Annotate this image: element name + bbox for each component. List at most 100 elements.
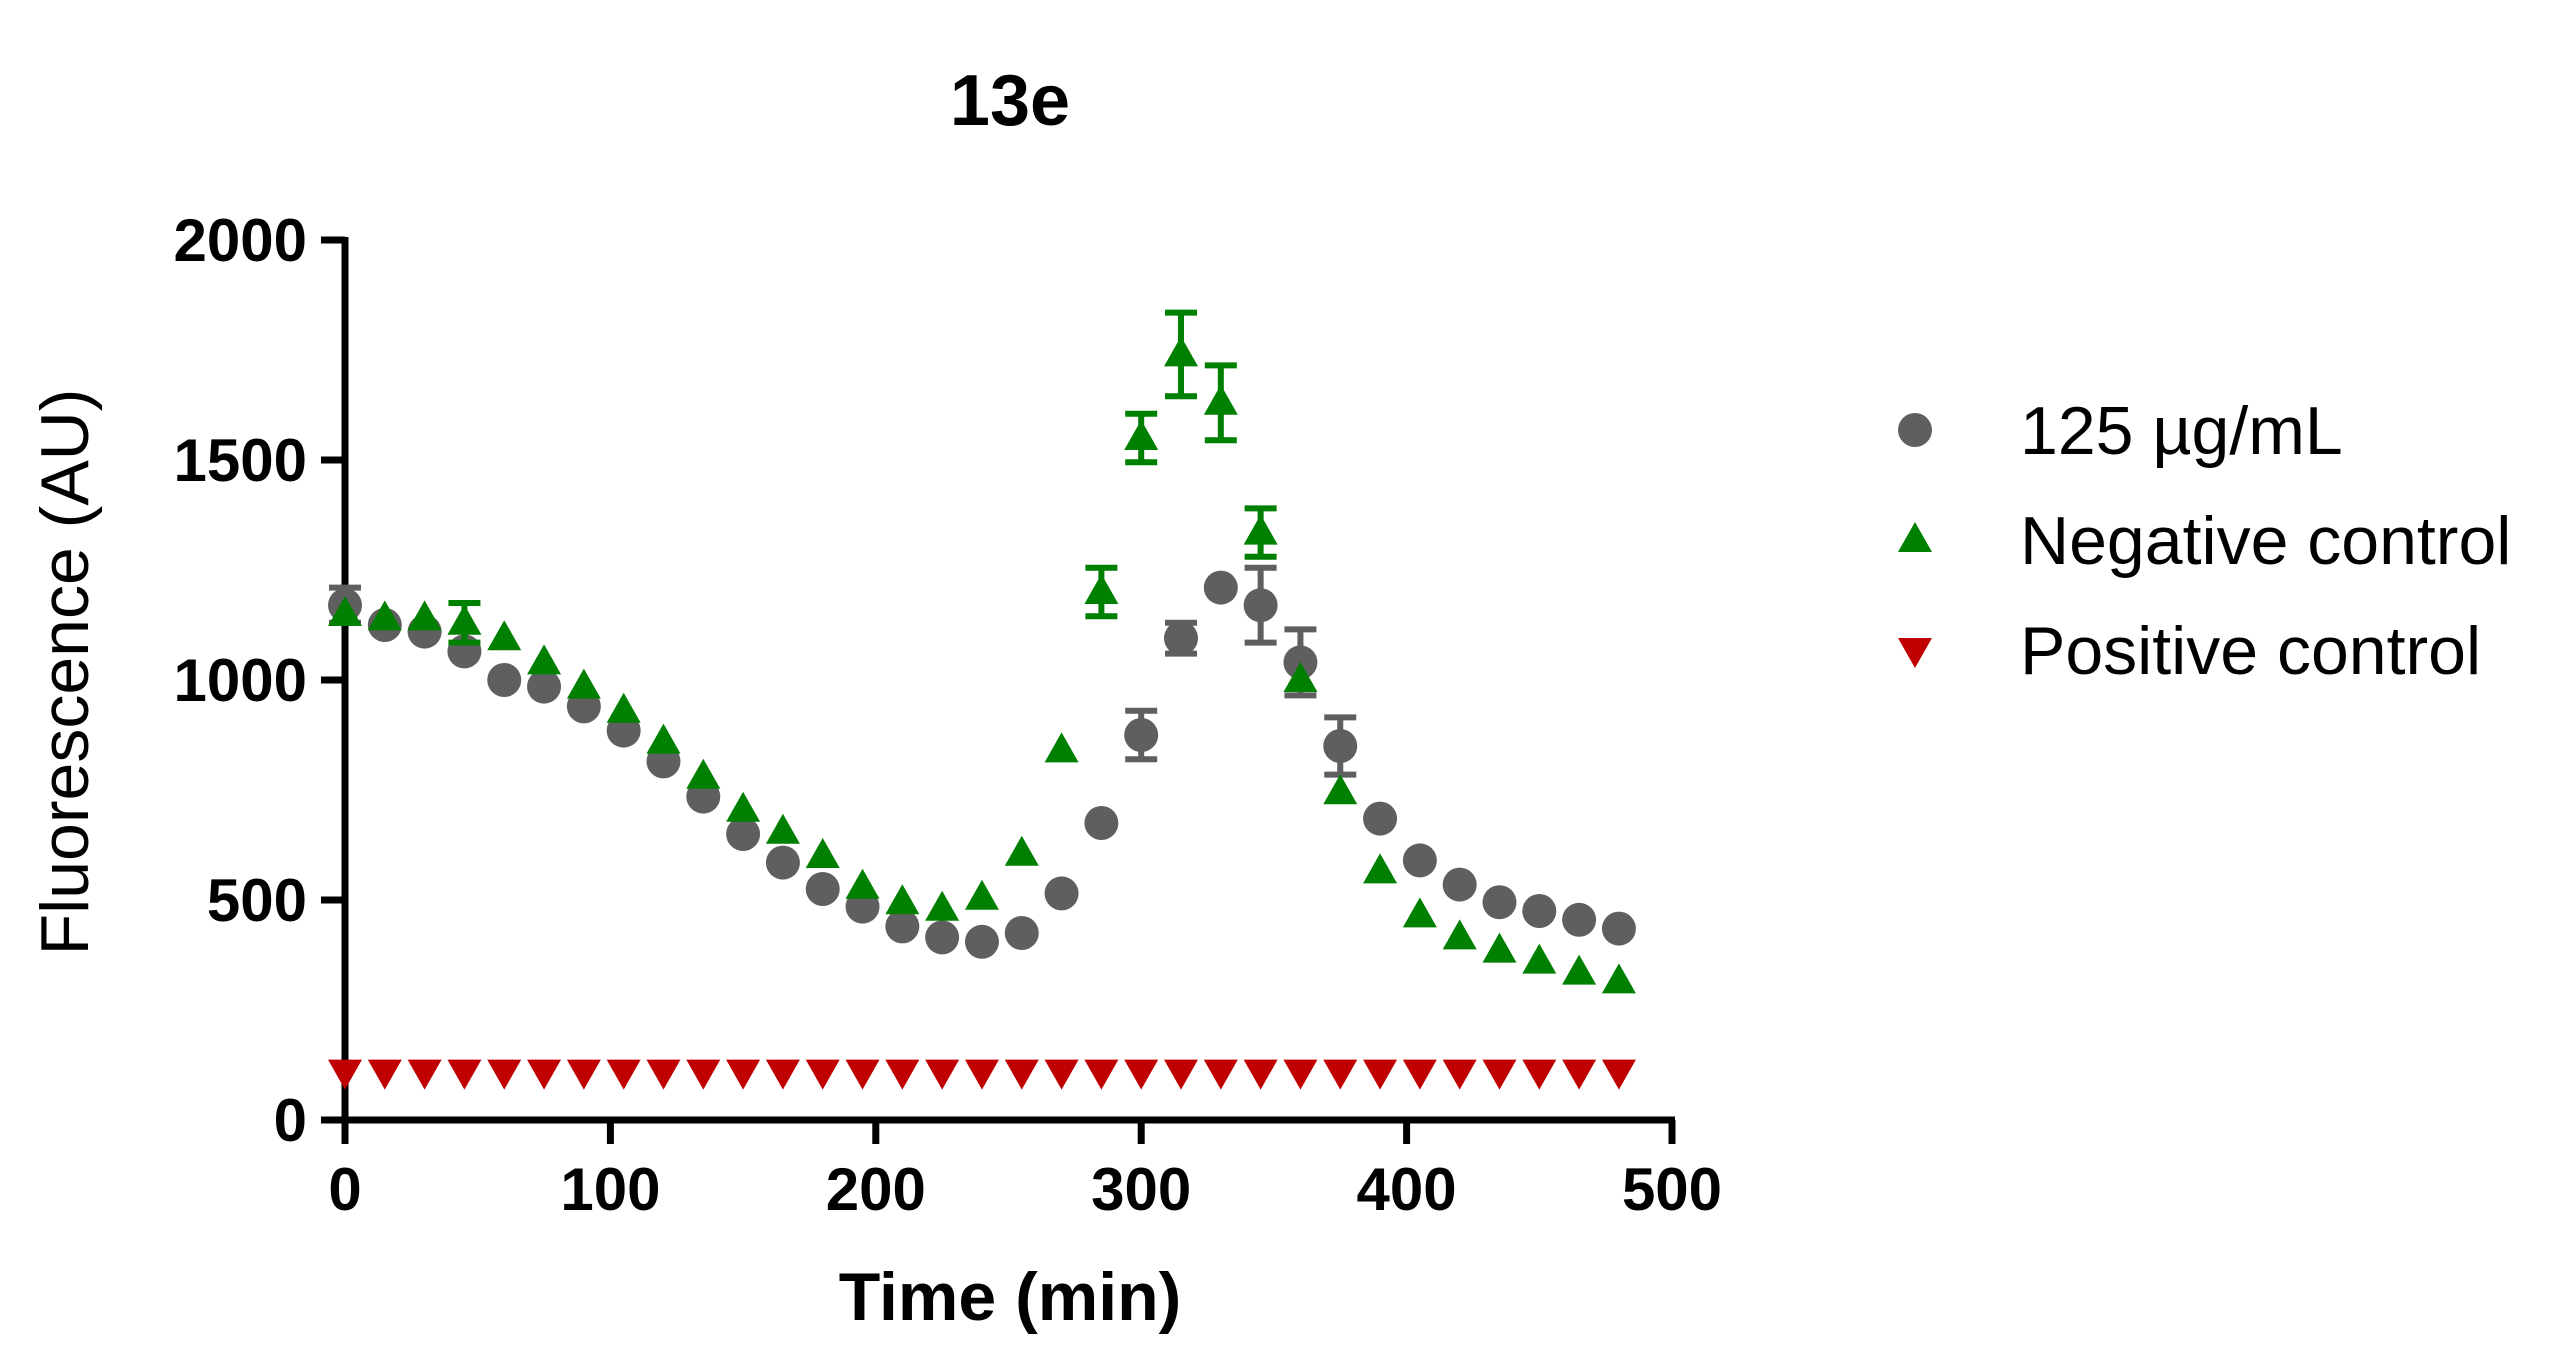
data-point [686, 758, 721, 789]
data-point [1243, 588, 1278, 623]
x-tick-label: 0 [328, 1156, 361, 1223]
data-point [964, 879, 999, 910]
data-point [1402, 1059, 1437, 1090]
data-point [845, 868, 880, 899]
data-point [1442, 867, 1477, 902]
legend-marker-1 [1898, 413, 1932, 447]
y-tick-label: 500 [207, 867, 307, 934]
data-point [1442, 919, 1477, 950]
data-point [964, 1059, 999, 1090]
series-1 [328, 564, 1636, 959]
data-point [1044, 732, 1079, 763]
data-point [1044, 876, 1079, 911]
y-tick-label: 1500 [174, 427, 307, 494]
data-point [328, 596, 362, 626]
x-tick-label: 200 [826, 1156, 926, 1223]
legend-label-2: Negative control [2020, 503, 2511, 579]
data-point [726, 817, 761, 851]
data-point [1363, 853, 1398, 884]
data-point [1601, 911, 1636, 946]
data-point [1323, 1059, 1358, 1090]
data-point [1363, 801, 1398, 836]
data-point [1004, 1059, 1039, 1090]
data-point [805, 838, 840, 868]
data-point [1203, 570, 1238, 605]
series-3 [328, 1059, 1636, 1090]
data-point [1482, 932, 1517, 963]
x-tick-label: 300 [1091, 1156, 1191, 1223]
data-point [925, 1059, 960, 1090]
data-point [1601, 963, 1636, 994]
data-point [1363, 1059, 1398, 1090]
data-point [765, 1059, 800, 1090]
data-point [885, 909, 920, 944]
data-point [1283, 1059, 1318, 1090]
data-point [606, 692, 641, 723]
x-tick-label: 400 [1357, 1156, 1457, 1223]
data-point [527, 644, 562, 675]
data-point [1124, 420, 1159, 450]
data-point [487, 620, 522, 651]
data-point [1084, 806, 1119, 840]
x-tick-label: 100 [560, 1156, 660, 1223]
data-point [1323, 774, 1358, 805]
data-point [964, 924, 999, 959]
data-point [1522, 943, 1557, 974]
data-point [1442, 1059, 1477, 1090]
data-point [1243, 514, 1278, 545]
legend-label-3: Positive control [2020, 613, 2481, 689]
data-point [805, 1059, 840, 1090]
data-point [1124, 1059, 1159, 1090]
data-point [646, 1059, 681, 1090]
x-axis-label: Time (min) [839, 1259, 1182, 1335]
data-point [1164, 1059, 1199, 1090]
data-point [1601, 1059, 1636, 1090]
data-point [885, 1059, 920, 1090]
data-point [566, 1059, 601, 1090]
data-point [1562, 902, 1597, 937]
y-tick-label: 1000 [174, 647, 307, 714]
data-point [1203, 1059, 1238, 1090]
data-point [566, 668, 601, 699]
data-point [925, 890, 960, 921]
data-point [367, 1059, 402, 1090]
data-point [1124, 718, 1159, 752]
data-point [1482, 1059, 1517, 1090]
data-point [407, 1059, 442, 1090]
data-point [845, 1059, 880, 1090]
data-point [447, 604, 482, 635]
data-point [487, 1059, 522, 1090]
data-point [527, 669, 562, 704]
data-point [407, 600, 442, 631]
chart-title: 13e [950, 61, 1070, 141]
data-point [765, 813, 800, 844]
data-point [487, 663, 522, 697]
data-point [1164, 336, 1199, 367]
data-point [367, 600, 402, 631]
data-point [1562, 954, 1597, 985]
data-point [885, 884, 920, 915]
data-point [1044, 1059, 1079, 1090]
data-point [527, 1059, 562, 1090]
data-point [1084, 574, 1119, 604]
data-point [646, 723, 681, 754]
series-2 [328, 309, 1636, 994]
data-point [1522, 894, 1557, 928]
data-point [606, 1059, 641, 1090]
y-tick-label: 0 [274, 1087, 307, 1154]
data-point [1402, 897, 1437, 928]
data-point [1243, 1059, 1278, 1090]
data-point [1522, 1059, 1557, 1090]
data-point [1004, 916, 1039, 950]
data-point [1164, 621, 1199, 656]
data-point [1283, 662, 1318, 692]
data-point [328, 1059, 362, 1090]
legend-marker-3 [1898, 638, 1932, 668]
data-point [726, 791, 761, 822]
x-tick-label: 500 [1622, 1156, 1722, 1223]
y-tick-label: 2000 [174, 207, 307, 274]
legend-label-1: 125 µg/mL [2020, 393, 2343, 469]
data-point [447, 1059, 482, 1090]
data-point [805, 872, 840, 906]
